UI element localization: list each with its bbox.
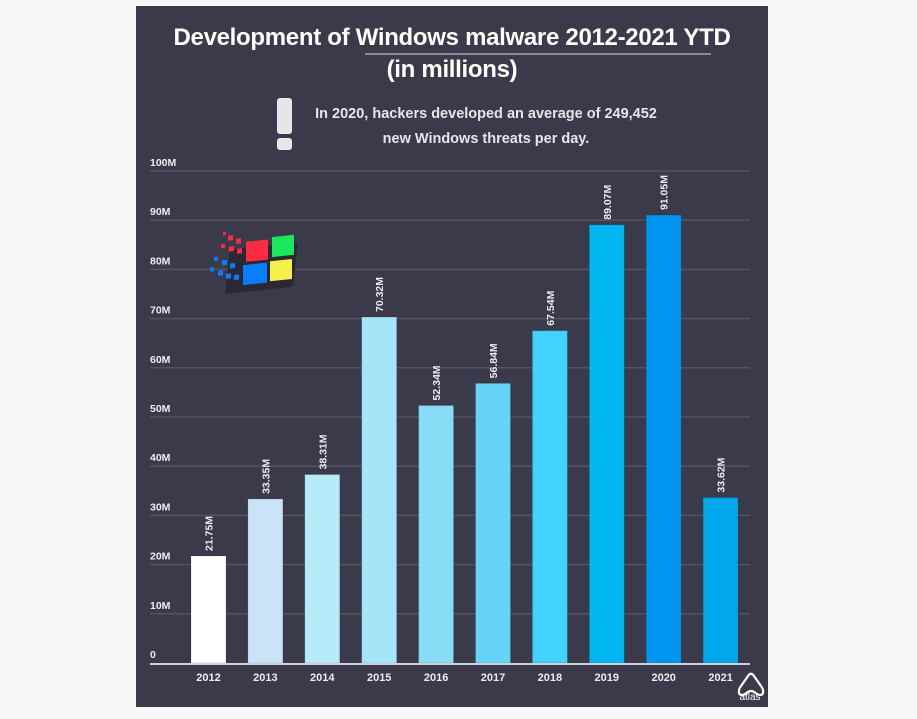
infographic-panel: Development of Windows malware 2012-2021… — [136, 6, 768, 707]
data-label-2016: 52.34M — [431, 365, 443, 400]
title-line-1: Development of Windows malware 2012-2021… — [173, 24, 731, 51]
title-line-2: (in millions) — [386, 56, 518, 83]
bar-2014 — [304, 474, 341, 664]
bar-2013 — [247, 498, 284, 664]
bars — [190, 214, 739, 664]
note-line-2: new Windows threats per day. — [382, 131, 590, 147]
atlas-logo-icon — [737, 672, 765, 697]
bar-chart: 0 10M 20M 30M 40M 50M 60M 70M 80M 90M 100M 21.75M 3… — [150, 157, 750, 684]
x-tick-label: 2016 — [424, 672, 448, 684]
y-tick-label: 80M — [150, 255, 171, 267]
data-label-2014: 38.31M — [317, 434, 329, 469]
data-labels: 21.75M 33.35M 38.31M 70.32M 52.34M 56.84M 67.5… — [204, 175, 728, 551]
data-label-2015: 70.32M — [374, 277, 386, 312]
bar-2015 — [361, 316, 398, 664]
exclamation-dot — [277, 138, 292, 150]
y-tick-label: 50M — [150, 403, 171, 415]
y-tick-label: 60M — [150, 354, 171, 366]
logo-green-pane — [272, 234, 294, 258]
data-label-2017: 56.84M — [488, 343, 500, 378]
note-line-1: In 2020, hackers developed an average of… — [315, 106, 657, 122]
x-tick-label: 2017 — [481, 672, 505, 684]
x-tick-label: 2018 — [538, 672, 562, 684]
bar-2019 — [588, 224, 625, 664]
chart-title: Development of Windows malware 2012-2021… — [136, 22, 768, 86]
x-tick-label: 2021 — [708, 672, 732, 684]
logo-red-pane — [246, 239, 268, 262]
windows-flag-logo — [210, 231, 298, 294]
bar-2016 — [418, 404, 455, 664]
y-tick-label: 100M — [150, 157, 177, 169]
logo-yellow-pane — [270, 258, 292, 282]
data-label-2012: 21.75M — [204, 516, 216, 551]
y-tick-label: 70M — [150, 305, 171, 317]
atlas-brand-label: atlas — [739, 692, 761, 703]
data-label-2013: 33.35M — [260, 459, 272, 494]
chart-note: In 2020, hackers developed an average of… — [296, 102, 676, 152]
logo-blue-pane — [243, 262, 267, 286]
x-tick-label: 2013 — [253, 672, 277, 684]
x-tick-label: 2012 — [196, 672, 220, 684]
data-label-2021: 33.62M — [716, 457, 728, 492]
y-tick-label: 0 — [150, 649, 156, 661]
bar-2020 — [645, 214, 682, 664]
bar-2017 — [475, 382, 511, 664]
exclamation-bar — [277, 98, 292, 134]
bar-2021 — [702, 497, 739, 664]
title-underline — [365, 53, 711, 55]
y-tick-label: 40M — [150, 452, 171, 464]
data-label-2018: 67.54M — [545, 290, 557, 325]
y-tick-label: 30M — [150, 501, 171, 513]
bar-2018 — [531, 330, 568, 664]
x-tick-label: 2015 — [367, 672, 391, 684]
x-axis-labels: 2012 2013 2014 2015 2016 2017 2018 2019 2020 2021 — [196, 672, 733, 684]
bar-2012 — [190, 555, 227, 664]
x-tick-label: 2020 — [651, 672, 675, 684]
data-label-2020: 91.05M — [659, 175, 671, 210]
y-tick-label: 90M — [150, 206, 171, 218]
y-axis-labels: 0 10M 20M 30M 40M 50M 60M 70M 80M 90M 100M — [150, 157, 177, 661]
y-tick-label: 10M — [150, 600, 171, 612]
x-tick-label: 2019 — [595, 672, 619, 684]
y-tick-label: 20M — [150, 551, 171, 563]
x-tick-label: 2014 — [310, 672, 335, 684]
data-label-2019: 89.07M — [602, 184, 614, 219]
